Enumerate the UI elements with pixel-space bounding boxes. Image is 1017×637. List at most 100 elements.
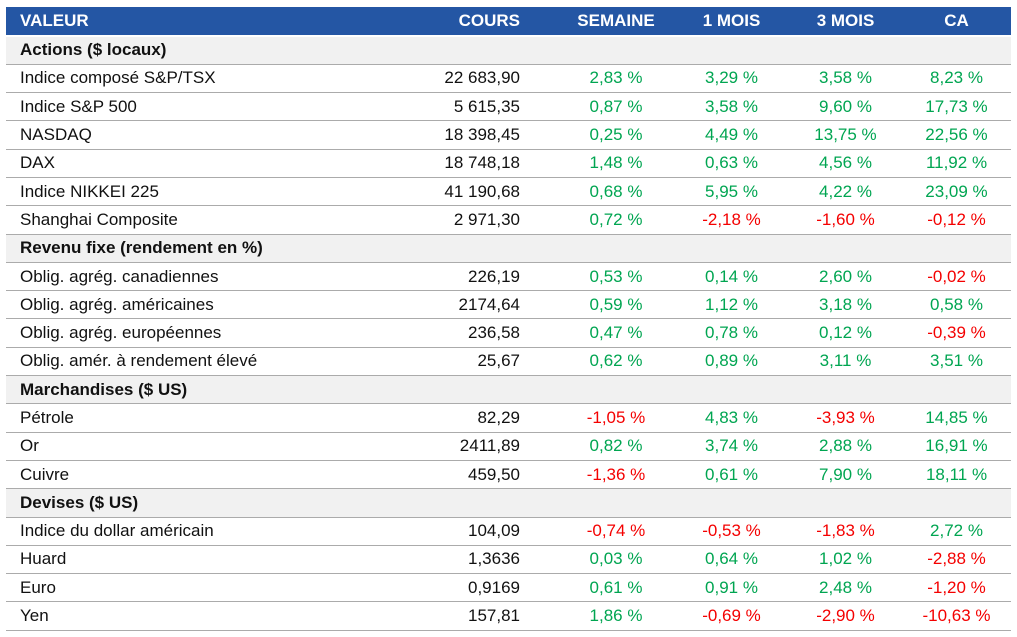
cell-ca: -1,20 % [902, 573, 1011, 603]
cell-1mois: -0,53 % [674, 517, 789, 546]
cell-ca: -0,02 % [902, 262, 1011, 292]
cell-cours: 22 683,90 [426, 64, 558, 94]
cell-1mois: -2,18 % [674, 205, 789, 235]
table-row: Oblig. amér. à rendement élevé 25,67 0,6… [6, 347, 1011, 377]
cell-valeur: Pétrole [6, 403, 426, 433]
cell-cours: 104,09 [426, 517, 558, 546]
cell-3mois: 2,60 % [789, 262, 902, 292]
cell-3mois: 2,88 % [789, 432, 902, 461]
cell-ca: 16,91 % [902, 432, 1011, 461]
cell-semaine: -1,05 % [558, 403, 674, 433]
cell-semaine: 0,72 % [558, 205, 674, 235]
table-row: Indice composé S&P/TSX 22 683,90 2,83 % … [6, 64, 1011, 94]
column-header-3mois: 3 MOIS [789, 7, 902, 37]
column-header-valeur: VALEUR [6, 7, 426, 37]
table-row: Indice NIKKEI 225 41 190,68 0,68 % 5,95 … [6, 177, 1011, 207]
table-row: Oblig. agrég. américaines 2174,64 0,59 %… [6, 290, 1011, 320]
market-table-container: VALEUR COURS SEMAINE 1 MOIS 3 MOIS CA Ac… [6, 7, 1011, 631]
table-row: Huard 1,3636 0,03 % 0,64 % 1,02 % -2,88 … [6, 545, 1011, 575]
cell-semaine: 0,87 % [558, 92, 674, 122]
cell-1mois: 0,91 % [674, 573, 789, 603]
cell-cours: 18 748,18 [426, 149, 558, 178]
cell-valeur: Euro [6, 573, 426, 603]
cell-valeur: Indice NIKKEI 225 [6, 177, 426, 207]
market-table: VALEUR COURS SEMAINE 1 MOIS 3 MOIS CA Ac… [6, 7, 1011, 631]
cell-1mois: -0,69 % [674, 601, 789, 631]
cell-cours: 82,29 [426, 403, 558, 433]
cell-valeur: Oblig. agrég. américaines [6, 290, 426, 320]
table-row: DAX 18 748,18 1,48 % 0,63 % 4,56 % 11,92… [6, 149, 1011, 178]
table-row: NASDAQ 18 398,45 0,25 % 4,49 % 13,75 % 2… [6, 120, 1011, 150]
cell-ca: 8,23 % [902, 64, 1011, 94]
cell-ca: 18,11 % [902, 460, 1011, 490]
cell-semaine: 0,59 % [558, 290, 674, 320]
cell-valeur: Oblig. amér. à rendement élevé [6, 347, 426, 377]
cell-cours: 18 398,45 [426, 120, 558, 150]
cell-ca: -10,63 % [902, 601, 1011, 631]
cell-ca: 2,72 % [902, 517, 1011, 546]
cell-cours: 2 971,30 [426, 205, 558, 235]
section-row: Devises ($ US) [6, 488, 1011, 518]
cell-valeur: Oblig. agrég. européennes [6, 318, 426, 348]
section-row: Actions ($ locaux) [6, 36, 1011, 65]
cell-ca: 17,73 % [902, 92, 1011, 122]
cell-1mois: 5,95 % [674, 177, 789, 207]
cell-cours: 1,3636 [426, 545, 558, 575]
cell-ca: 3,51 % [902, 347, 1011, 377]
cell-ca: 11,92 % [902, 149, 1011, 178]
table-row: Yen 157,81 1,86 % -0,69 % -2,90 % -10,63… [6, 601, 1011, 631]
cell-3mois: 3,18 % [789, 290, 902, 320]
cell-semaine: -0,74 % [558, 517, 674, 546]
cell-1mois: 0,89 % [674, 347, 789, 377]
cell-semaine: 0,61 % [558, 573, 674, 603]
cell-3mois: -2,90 % [789, 601, 902, 631]
table-row: Pétrole 82,29 -1,05 % 4,83 % -3,93 % 14,… [6, 403, 1011, 433]
column-header-1mois: 1 MOIS [674, 7, 789, 37]
cell-semaine: 0,82 % [558, 432, 674, 461]
cell-valeur: DAX [6, 149, 426, 178]
cell-cours: 2411,89 [426, 432, 558, 461]
cell-1mois: 0,63 % [674, 149, 789, 178]
cell-semaine: 0,53 % [558, 262, 674, 292]
cell-semaine: 0,47 % [558, 318, 674, 348]
table-header: VALEUR COURS SEMAINE 1 MOIS 3 MOIS CA [6, 7, 1011, 37]
cell-cours: 41 190,68 [426, 177, 558, 207]
cell-3mois: -1,83 % [789, 517, 902, 546]
cell-valeur: Cuivre [6, 460, 426, 490]
table-row: Indice S&P 500 5 615,35 0,87 % 3,58 % 9,… [6, 92, 1011, 122]
cell-3mois: 3,58 % [789, 64, 902, 94]
cell-semaine: 0,62 % [558, 347, 674, 377]
section-row: Revenu fixe (rendement en %) [6, 234, 1011, 263]
cell-3mois: 2,48 % [789, 573, 902, 603]
section-label: Devises ($ US) [6, 488, 1011, 518]
cell-1mois: 1,12 % [674, 290, 789, 320]
cell-valeur: Huard [6, 545, 426, 575]
column-header-ca: CA [902, 7, 1011, 37]
cell-1mois: 3,29 % [674, 64, 789, 94]
table-row: Shanghai Composite 2 971,30 0,72 % -2,18… [6, 205, 1011, 235]
column-header-semaine: SEMAINE [558, 7, 674, 37]
table-row: Oblig. agrég. canadiennes 226,19 0,53 % … [6, 262, 1011, 292]
section-row: Marchandises ($ US) [6, 375, 1011, 405]
table-row: Or 2411,89 0,82 % 3,74 % 2,88 % 16,91 % [6, 432, 1011, 461]
table-row: Euro 0,9169 0,61 % 0,91 % 2,48 % -1,20 % [6, 573, 1011, 603]
cell-cours: 459,50 [426, 460, 558, 490]
cell-ca: 14,85 % [902, 403, 1011, 433]
cell-valeur: Yen [6, 601, 426, 631]
cell-ca: 23,09 % [902, 177, 1011, 207]
cell-1mois: 0,78 % [674, 318, 789, 348]
cell-ca: 0,58 % [902, 290, 1011, 320]
cell-semaine: 2,83 % [558, 64, 674, 94]
table-row: Cuivre 459,50 -1,36 % 0,61 % 7,90 % 18,1… [6, 460, 1011, 490]
cell-ca: -2,88 % [902, 545, 1011, 575]
cell-cours: 25,67 [426, 347, 558, 377]
section-label: Actions ($ locaux) [6, 36, 1011, 65]
cell-3mois: 13,75 % [789, 120, 902, 150]
cell-3mois: -1,60 % [789, 205, 902, 235]
cell-3mois: 7,90 % [789, 460, 902, 490]
cell-ca: -0,12 % [902, 205, 1011, 235]
cell-semaine: -1,36 % [558, 460, 674, 490]
cell-3mois: 4,56 % [789, 149, 902, 178]
cell-semaine: 1,86 % [558, 601, 674, 631]
cell-1mois: 0,61 % [674, 460, 789, 490]
